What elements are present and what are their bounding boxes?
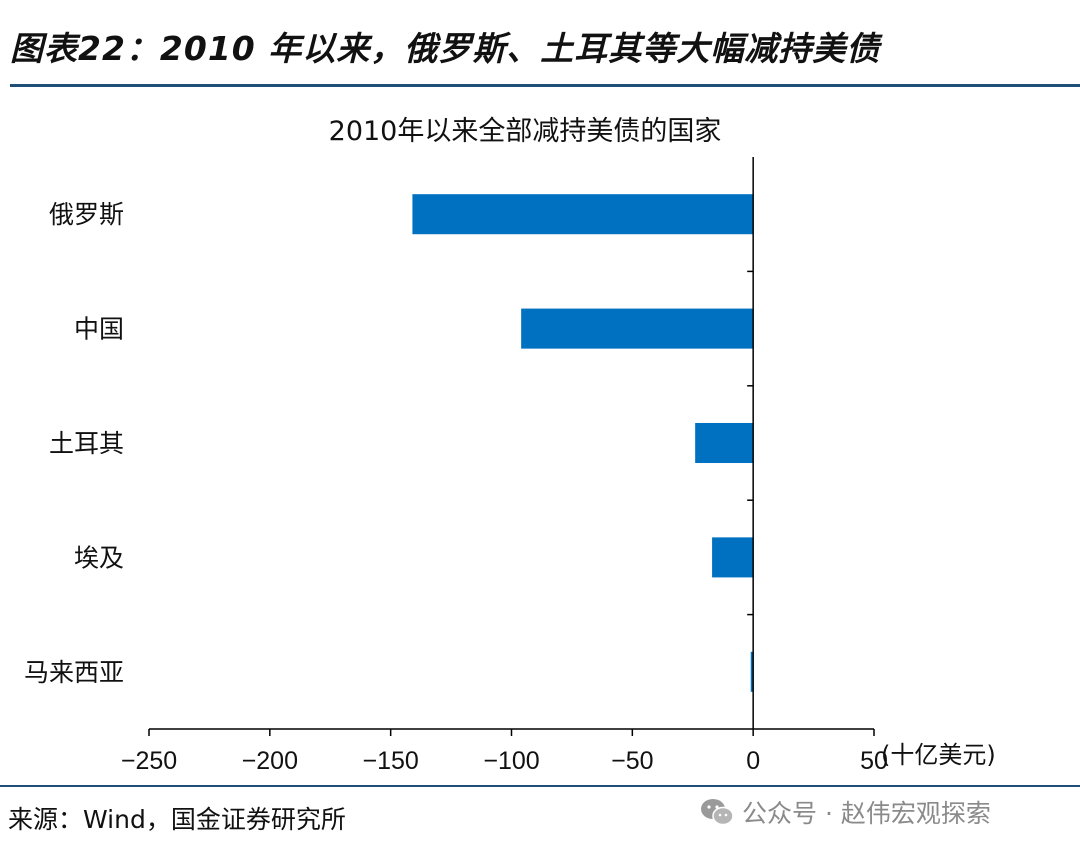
category-label-2: 中国 [74, 315, 124, 344]
x-tick-label-6: 0 [746, 747, 760, 775]
category-label-5: 马来西亚 [24, 658, 124, 687]
figure-header: 图表22：2010 年以来，俄罗斯、土耳其等大幅减持美债 [10, 14, 1080, 87]
x-tick-label-4: −100 [483, 747, 539, 775]
source-note: 来源：Wind，国金证券研究所 [8, 805, 346, 834]
x-tick-label-2: −200 [242, 747, 298, 775]
bar-3 [695, 422, 754, 464]
bar-2 [521, 308, 754, 349]
x-tick-label-1: −250 [121, 747, 177, 775]
category-label-4: 埃及 [74, 543, 124, 572]
watermark: 公众号 · 赵伟宏观探索 [700, 794, 991, 830]
bar-1 [412, 194, 754, 235]
axes-group [148, 157, 875, 736]
wechat-icon [701, 799, 734, 826]
x-tick-label-5: −50 [611, 747, 653, 775]
bar-4 [712, 537, 754, 578]
x-tick-label-7: 50 [860, 747, 888, 775]
watermark-text: 公众号 · 赵伟宏观探索 [742, 799, 991, 828]
category-label-1: 俄罗斯 [49, 200, 124, 229]
figure-title: 图表22：2010 年以来，俄罗斯、土耳其等大幅减持美债 [10, 29, 881, 68]
header-rule [10, 84, 1080, 87]
tick-labels-group: −250 −200 −150 −100 −50 0 50 [121, 747, 888, 775]
x-tick-label-3: −150 [363, 747, 419, 775]
unit-label: (十亿美元) [881, 741, 996, 769]
footer-rule [0, 785, 1080, 787]
bar-5 [750, 651, 754, 692]
chart-title: 2010年以来全部减持美债的国家 [329, 116, 722, 147]
bars-group [412, 194, 754, 692]
category-label-3: 土耳其 [49, 429, 124, 458]
